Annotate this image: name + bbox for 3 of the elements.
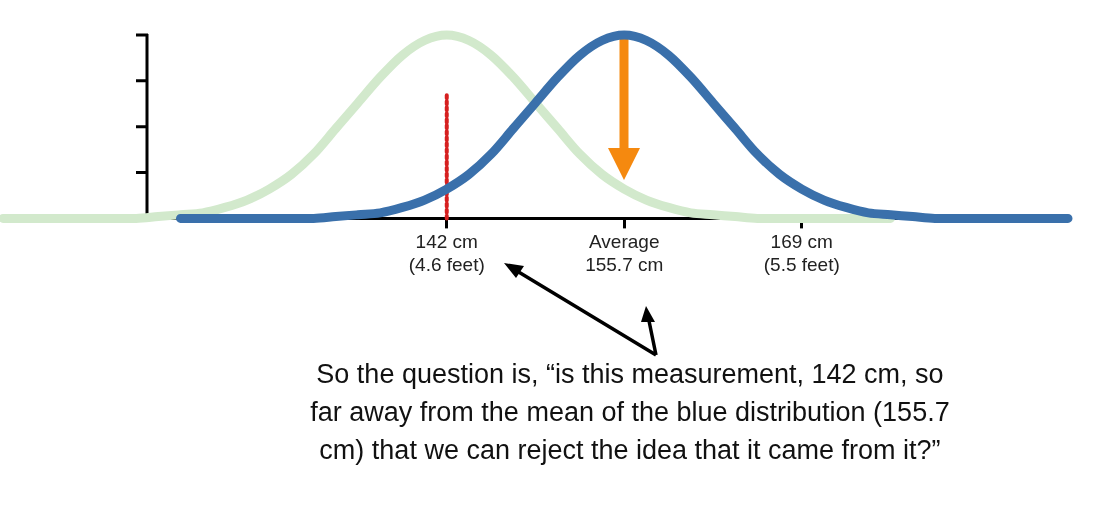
text: So the question is, “is this measurement, 142 cm, so far away from the mean of the blue distribution (155.7 cm) that we can reject the idea that it came from it?”	[310, 358, 950, 467]
x-tick-label: 169 cm (5.5 feet)	[763, 231, 840, 275]
x-tick-label: 142 cm (4.6 feet)	[408, 231, 485, 275]
